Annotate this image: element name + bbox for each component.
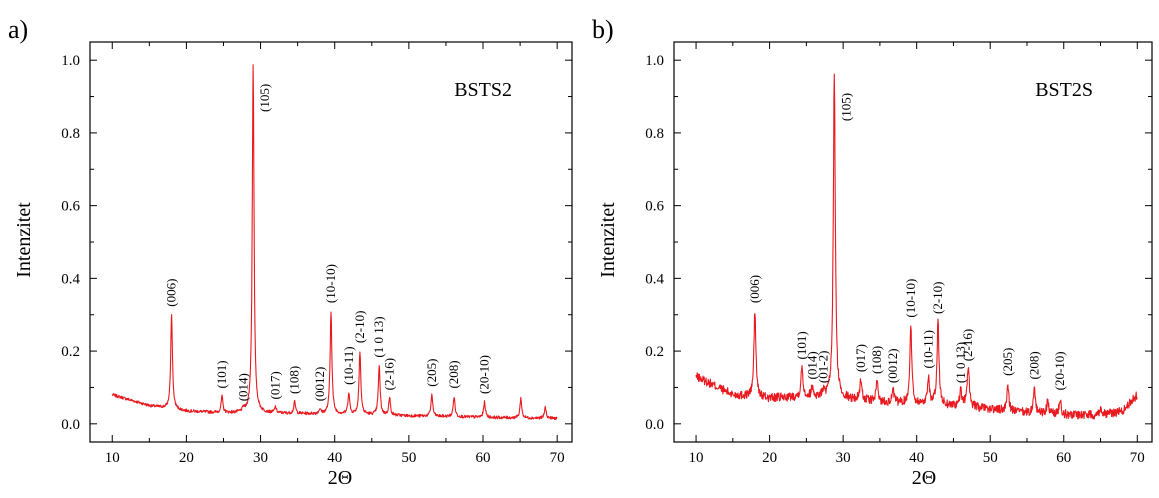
y-axis-label-a: Intenzitet [13, 202, 35, 278]
x-axis-label-a: 2Θ [328, 467, 352, 489]
peak-label-b: (2-10) [930, 282, 945, 315]
plot-frame-a [89, 41, 573, 443]
peak-label-a: (014) [235, 373, 250, 401]
y-tick-label-b: 0.4 [645, 271, 664, 287]
peak-label-a: (006) [164, 279, 179, 307]
peak-label-a: (205) [424, 359, 439, 387]
sample-label-a: BSTS2 [454, 79, 512, 101]
peak-label-b: (105) [838, 93, 853, 121]
peak-label-b: (108) [869, 346, 884, 374]
peak-label-a: (017) [267, 371, 282, 399]
x-tick-label-b: 50 [983, 450, 998, 466]
peak-label-b: (10-11) [920, 330, 935, 369]
y-tick-label-b: 1.0 [645, 53, 664, 69]
sample-label-b: BST2S [1035, 79, 1093, 101]
y-tick-label-a: 0.8 [61, 126, 80, 142]
peak-label-a: (101) [214, 360, 229, 388]
peak-label-b: (101) [794, 331, 809, 359]
peak-label-a: (10-10) [323, 264, 338, 303]
y-tick-label-a: 0.6 [61, 199, 80, 215]
x-tick-label-a: 60 [476, 450, 491, 466]
peak-label-a: (208) [446, 360, 461, 388]
peak-label-a: (108) [287, 366, 302, 394]
peak-label-a: (105) [257, 84, 272, 112]
x-tick-label-b: 20 [762, 450, 777, 466]
peak-label-b: (006) [747, 275, 762, 303]
peak-label-a: (0012) [312, 367, 327, 402]
y-tick-label-b: 0.0 [645, 417, 664, 433]
peak-label-b: (0012) [885, 348, 900, 383]
y-tick-label-a: 1.0 [61, 53, 80, 69]
panel-a: a) BSTS2 2Θ Intenzitet 10 20 30 40 50 60 70 0.0… [8, 15, 573, 489]
x-tick-label-a: 40 [327, 450, 342, 466]
panel-label-a: a) [8, 15, 28, 44]
x-tick-label-a: 20 [179, 450, 194, 466]
x-tick-label-b: 60 [1056, 450, 1071, 466]
peak-label-a: (1 0 13) [371, 316, 386, 357]
x-tick-label-b: 70 [1130, 450, 1145, 466]
y-tick-label-b: 0.8 [645, 126, 664, 142]
peak-label-a: (2-16) [382, 358, 397, 391]
peak-label-b: (20-10) [1052, 351, 1067, 390]
y-axis-label-b: Intenzitet [597, 202, 619, 278]
peak-label-b: (014) [804, 351, 819, 379]
peak-label-b: (1 0 13) [953, 342, 968, 383]
x-tick-label-a: 50 [401, 450, 416, 466]
x-tick-label-a: 70 [550, 450, 565, 466]
peak-label-b: (017) [853, 344, 868, 372]
x-tick-label-a: 30 [253, 450, 268, 466]
x-tick-label-b: 40 [909, 450, 924, 466]
xrd-trace-b [695, 73, 1138, 420]
x-tick-label-b: 10 [689, 450, 704, 466]
xrd-trace-a [111, 64, 558, 421]
y-tick-label-b: 0.6 [645, 199, 664, 215]
peak-label-a: (2-10) [352, 311, 367, 344]
peak-label-b: (01-2) [815, 351, 830, 384]
y-tick-label-b: 0.2 [645, 344, 664, 360]
y-tick-label-a: 0.0 [61, 417, 80, 433]
peak-label-b: (205) [1000, 348, 1015, 376]
x-tick-label-a: 10 [105, 450, 120, 466]
y-tick-label-a: 0.2 [61, 344, 80, 360]
peak-label-a: (10-11) [341, 346, 356, 385]
peak-label-b: (10-10) [903, 279, 918, 318]
peak-label-b: (2-16) [960, 329, 975, 362]
y-tick-label-a: 0.4 [61, 271, 80, 287]
peak-label-a: (20-10) [476, 355, 491, 394]
panel-label-b: b) [592, 15, 614, 44]
peak-label-b: (208) [1026, 351, 1041, 379]
panel-b: b) BST2S 2Θ Intenzitet 10 20 30 40 50 60 70 0.0… [592, 15, 1153, 489]
x-tick-label-b: 30 [836, 450, 851, 466]
x-axis-label-b: 2Θ [912, 467, 936, 489]
